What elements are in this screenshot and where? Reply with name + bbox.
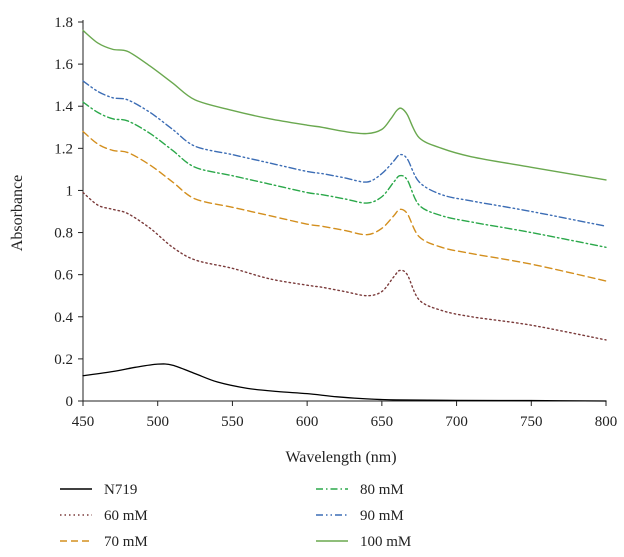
legend-label: 70 mM <box>104 534 148 550</box>
series-line-n719 <box>82 363 607 402</box>
series-line-60-mm <box>82 191 607 341</box>
x-tick-label: 600 <box>296 414 319 430</box>
y-axis-label: Absorbance <box>9 175 26 251</box>
legend-label: 80 mM <box>360 482 404 498</box>
legend-label: 60 mM <box>104 508 148 524</box>
y-tick-label: 1.8 <box>54 15 73 31</box>
legend: N719 60 mM 70 mM 80 mM 90 mM 100 mM <box>60 482 411 550</box>
y-tick-label: 0.4 <box>54 310 73 326</box>
series-line-80-mm <box>82 101 607 248</box>
legend-label: 100 mM <box>360 534 411 550</box>
y-tick-label: 0.8 <box>54 226 73 242</box>
y-tick-label: 0 <box>66 394 74 410</box>
legend-label: 90 mM <box>360 508 404 524</box>
series-line-70-mm <box>82 130 607 282</box>
y-tick-label: 1 <box>66 183 74 199</box>
x-tick-label: 750 <box>520 414 543 430</box>
x-tick-label: 700 <box>445 414 468 430</box>
x-axis-label: Wavelength (nm) <box>285 449 396 466</box>
plot-area <box>82 29 607 402</box>
y-tick-label: 1.4 <box>54 99 73 115</box>
x-tick-label: 450 <box>72 414 95 430</box>
x-tick-label: 650 <box>371 414 394 430</box>
x-tick-label: 500 <box>146 414 169 430</box>
axes: 450 500 550 600 650 700 750 800 0 0.2 0.4 0.6 0.8 1 1.… <box>54 15 617 430</box>
series-line-90-mm <box>82 80 607 227</box>
x-tick-label: 550 <box>221 414 244 430</box>
y-tick-label: 1.2 <box>54 141 73 157</box>
series-line-100-mm <box>82 29 607 181</box>
y-tick-label: 0.6 <box>54 268 73 284</box>
x-tick-label: 800 <box>595 414 618 430</box>
legend-label: N719 <box>104 482 137 498</box>
y-tick-label: 0.2 <box>54 352 73 368</box>
y-tick-label: 1.6 <box>54 57 73 73</box>
